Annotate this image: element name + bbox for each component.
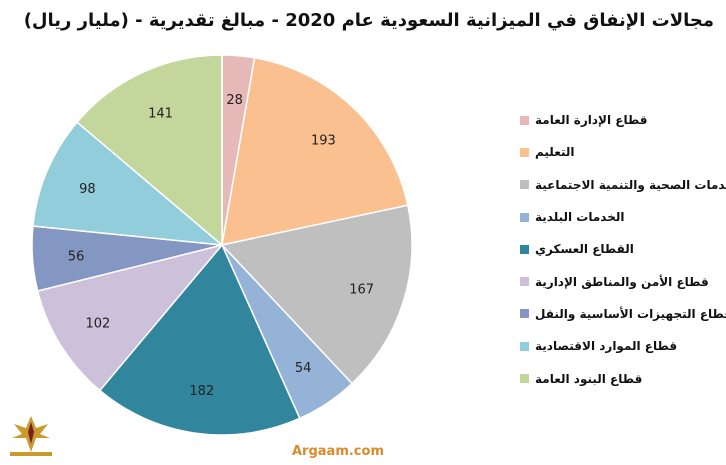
data-label-8: 98 bbox=[79, 182, 96, 197]
data-label-7: 56 bbox=[68, 250, 85, 265]
legend-swatch bbox=[520, 147, 529, 157]
legend-item-6: قطاع الأمن والمناطق الإدارية bbox=[520, 265, 720, 297]
forum-logo bbox=[10, 416, 52, 456]
legend-swatch bbox=[520, 374, 529, 384]
legend-swatch bbox=[520, 180, 529, 190]
pie-slice-9 bbox=[76, 54, 223, 247]
legend-label: قطاع الموارد الاقتصادية bbox=[535, 339, 678, 354]
data-label-6: 102 bbox=[86, 317, 111, 332]
pie-slice-2 bbox=[221, 56, 409, 246]
legend-label: قطاع الإدارة العامة bbox=[535, 113, 648, 128]
legend-label: قطاع البنود العامة bbox=[535, 371, 643, 386]
legend-item-1: قطاع الإدارة العامة bbox=[520, 104, 720, 136]
legend-swatch bbox=[520, 244, 529, 254]
legend-item-8: قطاع الموارد الاقتصادية bbox=[520, 330, 720, 362]
data-label-9: 141 bbox=[148, 106, 173, 121]
legend-label: التعليم bbox=[535, 145, 575, 160]
legend-swatch bbox=[520, 115, 529, 125]
legend-swatch bbox=[520, 212, 529, 222]
legend-label: قطاع التجهيزات الأساسية والنقل bbox=[535, 306, 726, 321]
source-label: Argaam.com bbox=[292, 444, 384, 459]
pie-slice-5 bbox=[98, 243, 301, 436]
chart-title: مجالات الإنفاق في الميزانية السعودية عام… bbox=[23, 10, 714, 31]
legend-list: قطاع الإدارة العامة التعليم الخدمات الصحية… bbox=[520, 104, 726, 395]
legend-swatch bbox=[520, 277, 529, 287]
data-label-2: 193 bbox=[311, 134, 336, 149]
legend-label: القطاع العسكري bbox=[535, 242, 634, 257]
legend-item-2: التعليم bbox=[520, 136, 720, 168]
legend-item-3: الخدمات الصحية والتنمية الاجتماعية bbox=[520, 169, 726, 201]
legend-label: الخدمات الصحية والتنمية الاجتماعية bbox=[535, 177, 726, 192]
legend: قطاع الإدارة العامة التعليم الخدمات الصحية… bbox=[520, 104, 726, 395]
legend-item-4: الخدمات البلدية bbox=[520, 201, 720, 233]
data-label-1: 28 bbox=[226, 93, 243, 108]
legend-item-5: القطاع العسكري bbox=[520, 233, 720, 265]
pie-slice-8 bbox=[32, 121, 225, 246]
pie-slice-6 bbox=[36, 243, 225, 392]
pie-slice-3 bbox=[220, 204, 413, 385]
legend-swatch bbox=[520, 309, 529, 319]
legend-item-7: قطاع التجهيزات الأساسية والنقل bbox=[520, 298, 726, 330]
legend-item-9: قطاع البنود العامة bbox=[520, 362, 720, 394]
data-label-3: 167 bbox=[349, 283, 374, 298]
data-label-5: 182 bbox=[189, 384, 214, 399]
legend-label: الخدمات البلدية bbox=[535, 210, 625, 225]
legend-label: قطاع الأمن والمناطق الإدارية bbox=[535, 274, 709, 289]
data-label-4: 54 bbox=[295, 361, 312, 376]
legend-swatch bbox=[520, 341, 529, 351]
